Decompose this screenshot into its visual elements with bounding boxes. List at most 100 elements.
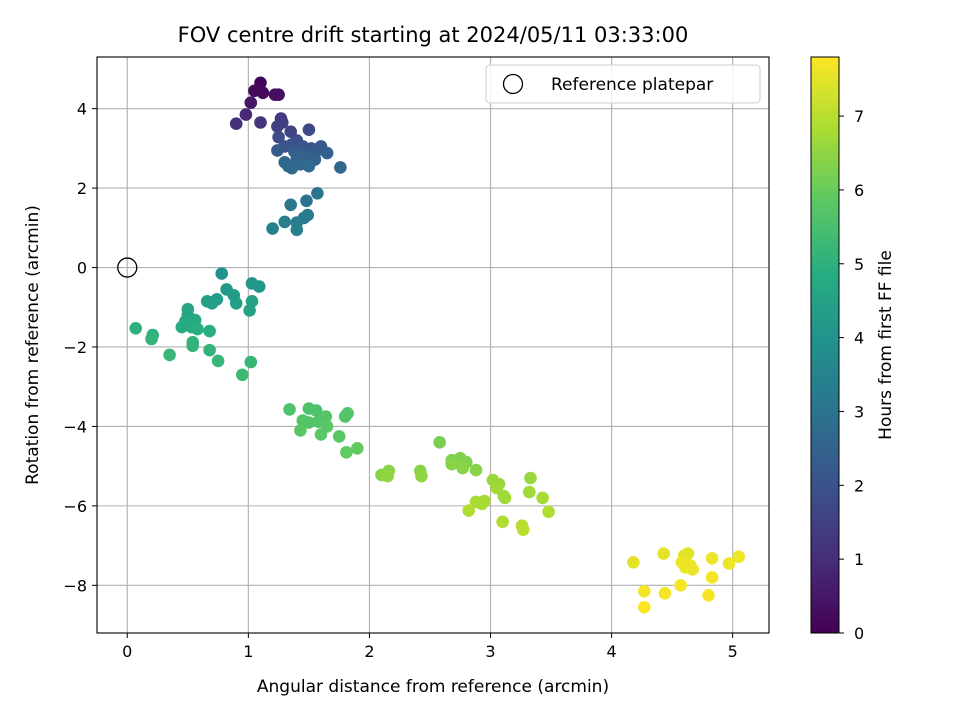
data-point (191, 322, 204, 336)
x-tick-label: 5 (728, 642, 738, 661)
data-point (705, 552, 719, 565)
colorbar-tick-label: 3 (854, 402, 864, 421)
data-point (186, 339, 199, 353)
colorbar-tick-label: 6 (854, 181, 864, 200)
colorbar: 0 1 2 3 4 5 6 7 Hours from first FF file (810, 56, 896, 643)
x-tick-label: 0 (122, 642, 132, 661)
data-point (254, 116, 267, 129)
data-point (271, 144, 284, 157)
data-point (243, 304, 256, 317)
data-point (302, 159, 316, 173)
y-tick-label: −4 (63, 417, 87, 436)
data-point (627, 556, 640, 569)
data-point (290, 223, 304, 237)
data-point (175, 320, 189, 334)
data-point (523, 485, 536, 499)
colorbar-tick-label: 4 (854, 329, 864, 348)
data-point (381, 469, 394, 483)
data-point (415, 469, 428, 483)
legend-marker-reference (502, 73, 524, 95)
data-point (320, 146, 334, 160)
y-axis-ticks: −8 −6 −4 −2 0 2 4 (63, 100, 97, 595)
reference-marker (117, 257, 138, 278)
colorbar-tick-label: 1 (854, 550, 864, 569)
data-point (266, 222, 279, 235)
data-point (433, 436, 447, 449)
x-axis-ticks: 0 1 2 3 4 5 (122, 633, 738, 661)
data-point (203, 324, 216, 338)
data-point (475, 497, 489, 511)
data-point (445, 457, 459, 471)
data-point (256, 86, 270, 100)
colorbar-tick-label: 2 (854, 476, 864, 495)
data-point (229, 117, 243, 130)
data-point (302, 123, 316, 136)
data-point (524, 471, 537, 485)
data-point (203, 343, 216, 357)
y-tick-label: 4 (77, 100, 87, 119)
data-point (674, 579, 687, 592)
y-tick-label: −6 (63, 497, 87, 516)
x-tick-label: 4 (607, 642, 617, 661)
data-point (542, 505, 555, 519)
y-tick-label: 2 (77, 179, 87, 198)
data-point (252, 280, 266, 293)
data-point (300, 194, 313, 208)
data-point (686, 563, 699, 576)
data-point (732, 550, 745, 563)
data-point (205, 297, 219, 310)
data-point (163, 348, 176, 362)
data-point (516, 523, 530, 536)
x-tick-label: 3 (485, 642, 495, 661)
data-point (236, 368, 249, 382)
colorbar-tick-label: 5 (854, 255, 864, 274)
chart-title: FOV centre drift starting at 2024/05/11 … (178, 23, 689, 47)
data-points (129, 76, 745, 614)
data-point (302, 416, 316, 429)
data-point (340, 446, 353, 459)
data-point (657, 547, 670, 560)
plot-frame (96, 56, 770, 634)
data-point (462, 504, 476, 517)
data-point (314, 428, 328, 441)
data-point (456, 461, 470, 475)
data-point (351, 442, 364, 455)
data-point (271, 120, 284, 133)
data-point (702, 589, 715, 602)
colorbar-ticks: 0 1 2 3 4 5 6 7 (839, 107, 864, 643)
data-point (294, 424, 307, 437)
colorbar-label: Hours from first FF file (876, 250, 896, 440)
x-axis-label: Angular distance from reference (arcmin) (257, 677, 609, 697)
y-axis-label: Rotation from reference (arcmin) (23, 205, 43, 485)
colorbar-gradient (810, 56, 840, 634)
data-point (536, 491, 549, 505)
data-point (496, 515, 509, 529)
data-point (309, 404, 323, 417)
data-point (145, 332, 158, 346)
data-point (239, 108, 253, 121)
y-tick-label: −8 (63, 576, 87, 595)
y-tick-label: −2 (63, 338, 87, 357)
legend: Reference platepar (485, 64, 761, 104)
legend-label-reference: Reference platepar (551, 75, 713, 95)
data-point (229, 297, 243, 310)
data-point (278, 215, 292, 229)
data-point (498, 491, 512, 505)
plot-area: 0 1 2 3 4 5 −8 −6 −4 −2 0 2 4 (63, 56, 770, 661)
x-tick-label: 1 (243, 642, 253, 661)
data-point (311, 187, 324, 200)
data-point (469, 463, 483, 477)
reference-point-marker (117, 257, 138, 278)
data-point (215, 267, 228, 280)
data-point (244, 355, 258, 369)
legend-box (485, 64, 761, 104)
grid-lines (97, 57, 769, 633)
data-point (283, 403, 296, 416)
data-point (638, 585, 651, 598)
data-point (638, 600, 651, 614)
data-point (332, 430, 346, 443)
data-point (338, 410, 352, 423)
data-point (334, 161, 347, 174)
data-point (284, 198, 298, 212)
